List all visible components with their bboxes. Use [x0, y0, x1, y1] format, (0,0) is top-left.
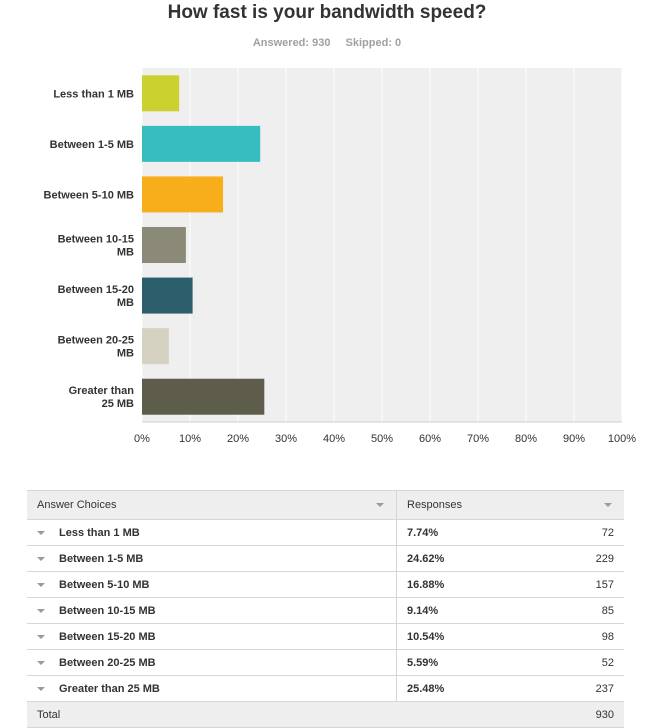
x-tick-label: 20% [227, 433, 249, 445]
x-tick-label: 50% [371, 433, 393, 445]
response-percent: 25.48% [396, 675, 534, 702]
answer-choice-label: Between 20-25 MB [59, 656, 156, 669]
expand-caret-icon[interactable] [37, 608, 45, 613]
responses-header[interactable]: Responses [396, 490, 624, 520]
expand-caret-icon[interactable] [37, 686, 45, 691]
category-label: Between 5-10 MB [44, 189, 135, 201]
expand-caret-icon[interactable] [37, 582, 45, 587]
bar[interactable] [142, 75, 180, 112]
expand-caret-icon[interactable] [37, 530, 45, 535]
sort-caret-icon[interactable] [604, 503, 612, 507]
response-percent: 16.88% [396, 571, 534, 598]
category-label: Between 1-5 MB [50, 139, 134, 151]
x-tick-label: 60% [419, 433, 441, 445]
expand-caret-icon[interactable] [37, 660, 45, 665]
total-value: 930 [533, 701, 624, 728]
answer-choices-header-label: Answer Choices [37, 499, 117, 511]
response-count: 85 [533, 597, 624, 624]
table-row: Between 20-25 MB 5.59% 52 [27, 649, 624, 676]
bar-chart: Less than 1 MB Between 1-5 MB Between 5-10… [44, 68, 636, 445]
category-label: Greater than 25 MB [69, 385, 135, 410]
category-label: Between 20-25 MB [58, 335, 134, 360]
total-label: Total [27, 701, 397, 728]
bar[interactable] [142, 227, 186, 263]
chart-title: How fast is your bandwidth speed? [167, 2, 487, 23]
x-tick-label: 80% [515, 433, 537, 445]
x-tick-label: 10% [179, 433, 201, 445]
category-label: Less than 1 MB [53, 88, 134, 100]
expand-caret-icon[interactable] [37, 634, 45, 639]
answer-choice-label: Less than 1 MB [59, 526, 140, 539]
table-row: Between 10-15 MB 9.14% 85 [27, 597, 624, 624]
table-row: Less than 1 MB 7.74% 72 [27, 519, 624, 546]
bar[interactable] [142, 328, 169, 365]
skipped-count: Skipped: 0 [345, 37, 402, 49]
table-row: Between 1-5 MB 24.62% 229 [27, 545, 624, 572]
response-percent: 7.74% [396, 519, 534, 546]
response-percent: 24.62% [396, 545, 534, 572]
response-count: 229 [533, 545, 624, 572]
table-header-row: Answer Choices Responses [27, 490, 624, 520]
response-count: 52 [533, 649, 624, 676]
x-tick-label: 90% [563, 433, 585, 445]
response-percent: 10.54% [396, 623, 534, 650]
response-count: 157 [533, 571, 624, 598]
category-label: Between 15-20 MB [58, 284, 134, 309]
x-tick-label: 70% [467, 433, 489, 445]
response-count: 98 [533, 623, 624, 650]
table-row: Greater than 25 MB 25.48% 237 [27, 675, 624, 702]
responses-header-label: Responses [407, 499, 463, 511]
x-tick-label: 100% [608, 433, 636, 445]
expand-caret-icon[interactable] [37, 556, 45, 561]
x-tick-label: 40% [323, 433, 345, 445]
category-label: Between 10-15 MB [58, 234, 134, 259]
bar[interactable] [142, 176, 224, 213]
bar[interactable] [142, 125, 261, 162]
answer-choice-label: Between 5-10 MB [59, 578, 150, 591]
bar[interactable] [142, 277, 193, 314]
bar[interactable] [142, 378, 265, 415]
table-row: Between 15-20 MB 10.54% 98 [27, 623, 624, 650]
answer-choice-label: Between 1-5 MB [59, 552, 144, 565]
response-percent: 5.59% [396, 649, 534, 676]
response-summary: Answered: 930 Skipped: 0 [0, 37, 654, 49]
response-count: 237 [533, 675, 624, 702]
x-tick-label: 0% [134, 433, 150, 445]
sort-caret-icon[interactable] [376, 503, 384, 507]
answer-choice-label: Greater than 25 MB [59, 682, 160, 695]
answered-count: Answered: 930 [252, 37, 331, 49]
answer-choices-header[interactable]: Answer Choices [27, 490, 397, 520]
response-count: 72 [533, 519, 624, 546]
table-row: Between 5-10 MB 16.88% 157 [27, 571, 624, 598]
x-tick-label: 30% [275, 433, 297, 445]
response-percent: 9.14% [396, 597, 534, 624]
responses-table: Answer Choices Responses Less than 1 MB … [27, 490, 624, 728]
total-row: Total 930 [27, 701, 624, 728]
answer-choice-label: Between 10-15 MB [59, 604, 156, 617]
answer-choice-label: Between 15-20 MB [59, 630, 156, 643]
